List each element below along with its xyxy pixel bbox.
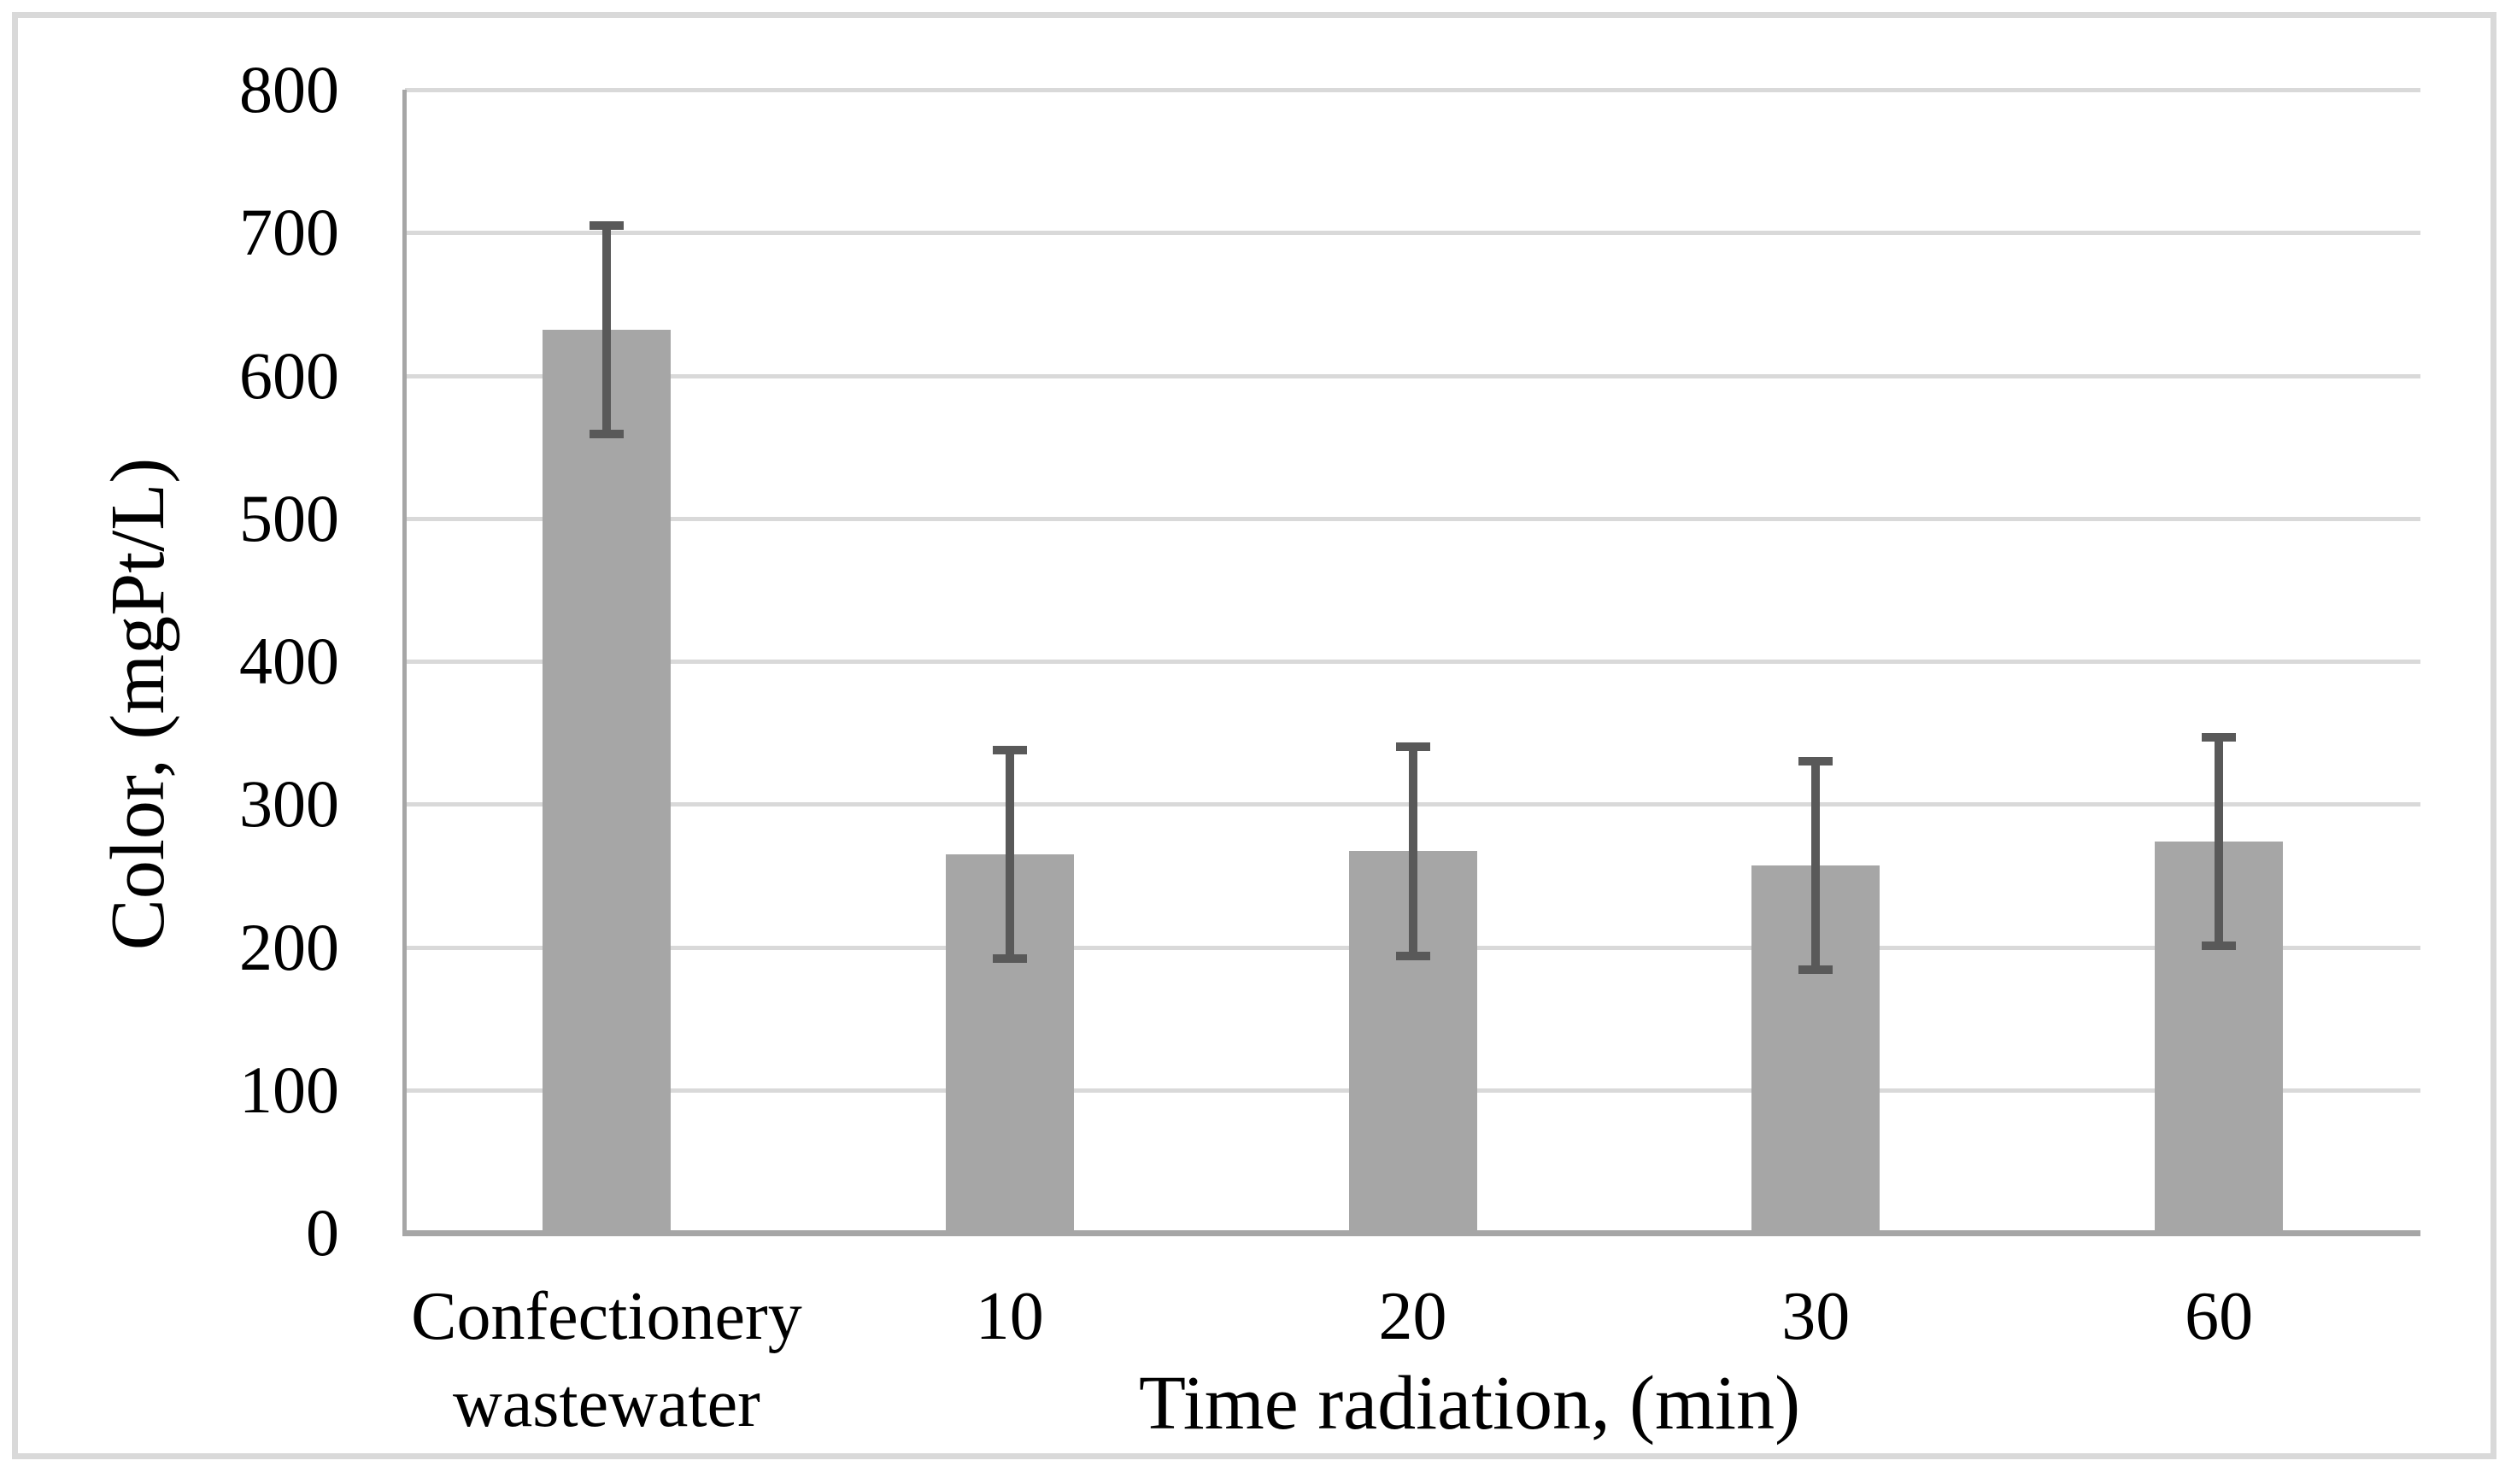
error-bar-line-0	[601, 225, 611, 435]
error-bar-cap-bottom-0	[589, 430, 624, 439]
gridline-400	[405, 660, 2420, 664]
x-axis-line	[402, 1230, 2420, 1236]
y-tick-label-800: 800	[239, 52, 339, 126]
error-bar-cap-top-4	[2202, 732, 2237, 742]
x-category-label-0: Confectionery wastewater	[411, 1279, 802, 1441]
gridline-500	[405, 516, 2420, 521]
error-bar-cap-bottom-2	[1395, 951, 1430, 960]
x-category-label-4: 60	[2185, 1279, 2254, 1354]
y-axis-line	[402, 90, 407, 1235]
error-bar-line-2	[1408, 747, 1417, 956]
x-category-label-3: 30	[1781, 1279, 1851, 1354]
error-bar-cap-bottom-1	[992, 953, 1027, 963]
y-tick-label-300: 300	[239, 766, 339, 842]
chart-border-frame	[12, 12, 2496, 1459]
x-category-label-1: 10	[975, 1279, 1044, 1354]
y-tick-label-200: 200	[239, 909, 339, 984]
y-tick-label-100: 100	[239, 1052, 339, 1127]
y-tick-label-700: 700	[239, 195, 339, 270]
gridline-600	[405, 373, 2420, 378]
y-tick-label-400: 400	[239, 624, 339, 698]
error-bar-cap-top-1	[992, 745, 1027, 754]
y-tick-label-600: 600	[239, 337, 339, 413]
y-tick-label-500: 500	[239, 480, 339, 555]
error-bar-line-3	[1811, 761, 1821, 971]
x-category-label-2: 20	[1378, 1279, 1447, 1354]
y-tick-label-0: 0	[306, 1195, 339, 1270]
x-axis-title: Time radiation, (min)	[1138, 1361, 1801, 1446]
error-bar-cap-top-3	[1798, 757, 1833, 766]
error-bar-line-4	[2215, 736, 2224, 946]
error-bar-cap-bottom-3	[1798, 965, 1833, 975]
plot-area	[405, 88, 2420, 1233]
error-bar-cap-top-0	[589, 220, 624, 230]
error-bar-cap-top-2	[1395, 742, 1430, 752]
gridline-700	[405, 231, 2420, 236]
error-bar-line-1	[1005, 749, 1014, 959]
bar-0	[542, 329, 671, 1233]
error-bar-cap-bottom-4	[2202, 941, 2237, 950]
gridline-800	[405, 88, 2420, 92]
